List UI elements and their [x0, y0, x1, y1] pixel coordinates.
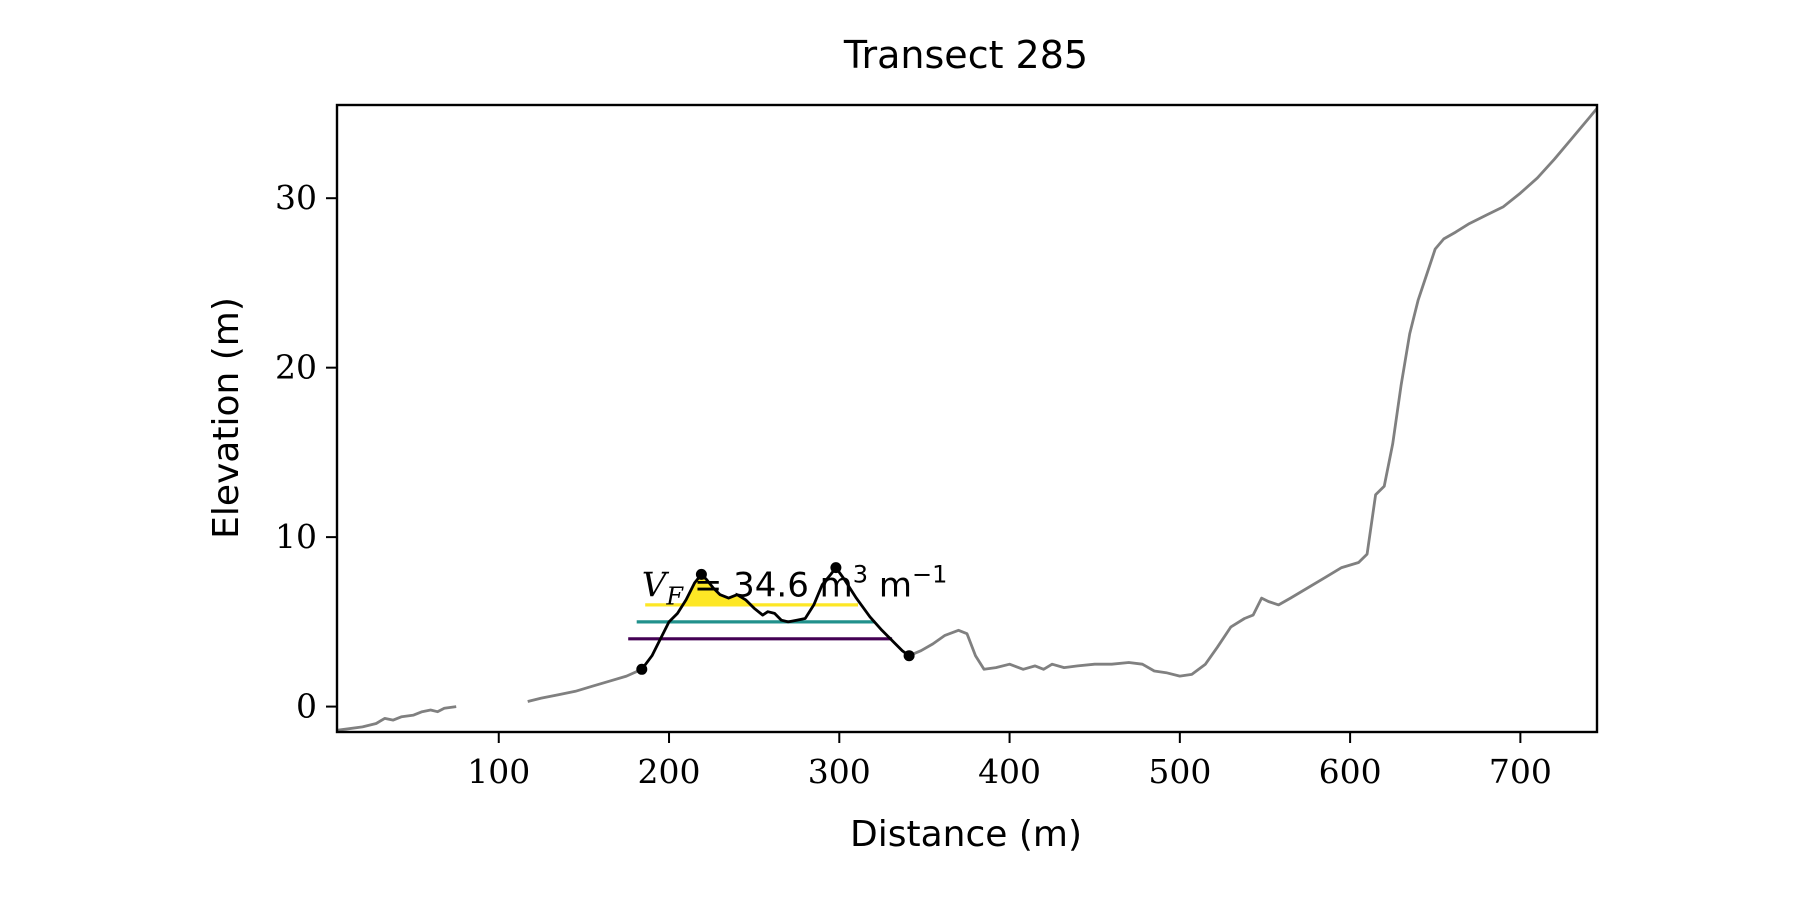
x-tick-label: 100	[467, 752, 530, 791]
dune-point-2	[695, 568, 707, 580]
annotation-unit: m	[868, 565, 912, 605]
x-tick-label: 400	[978, 752, 1041, 791]
dune-profile-line	[640, 566, 910, 671]
annotation-value: = 34.6 m	[683, 565, 853, 605]
y-tick-label: 10	[275, 517, 317, 556]
y-tick-label: 30	[275, 178, 317, 217]
y-axis-label: Elevation (m)	[206, 297, 247, 539]
annotation-variable: V	[642, 565, 670, 605]
plot-area	[336, 107, 1599, 732]
annotation-subscript: F	[665, 582, 684, 610]
plot-frame	[335, 103, 1599, 734]
annotation-exponent-1: 3	[853, 560, 868, 588]
volume-annotation: VF = 34.6 m3 m−1	[642, 560, 948, 610]
annotation-exponent-2: −1	[912, 560, 947, 588]
profile-segment-2	[527, 668, 643, 703]
x-tick-label: 600	[1319, 752, 1382, 791]
dune-point-3	[830, 562, 842, 574]
chart-title: Transect 285	[843, 33, 1088, 77]
y-tick-label: 20	[275, 348, 317, 387]
x-tick-label: 200	[638, 752, 701, 791]
dune-point-1	[636, 663, 648, 675]
y-axis: 0 10 20 30	[275, 178, 337, 726]
x-axis-label: Distance (m)	[850, 814, 1082, 855]
x-tick-label: 500	[1148, 752, 1211, 791]
profile-segment-3	[908, 107, 1599, 678]
x-tick-label: 300	[808, 752, 871, 791]
y-tick-label: 0	[296, 687, 317, 726]
x-tick-label: 700	[1489, 752, 1552, 791]
x-axis: 100 200 300 400 500 600 700	[467, 732, 1552, 791]
profile-segment-1	[336, 705, 457, 732]
dune-point-4	[903, 650, 915, 662]
